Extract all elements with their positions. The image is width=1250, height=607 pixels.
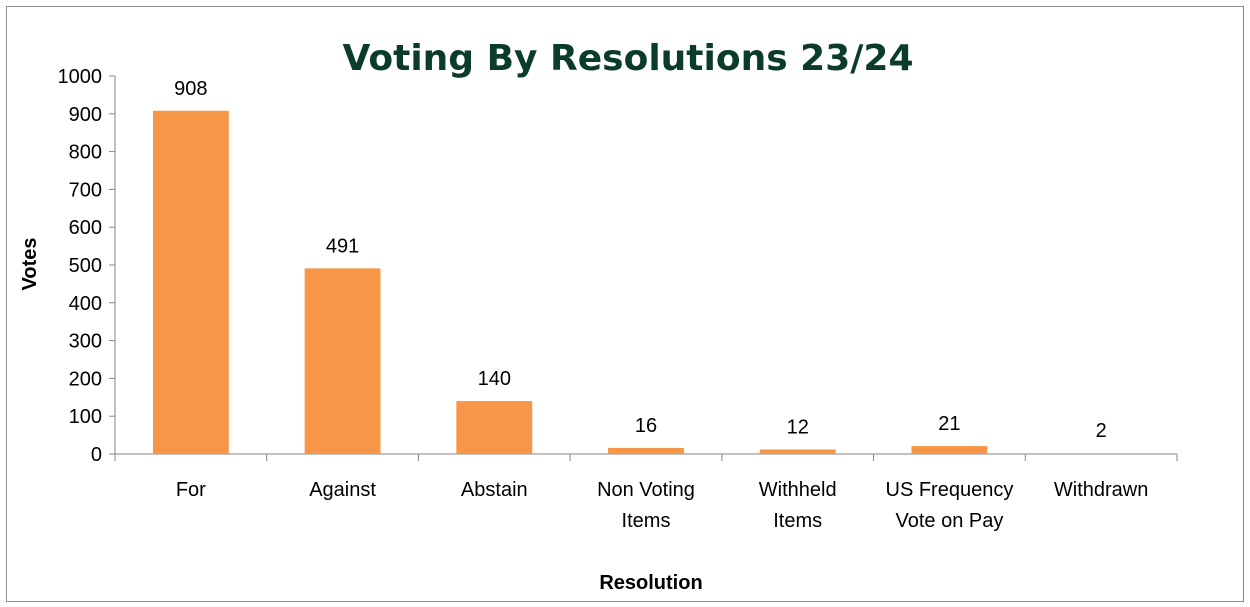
y-tick-label: 0: [91, 444, 102, 466]
category-label-line: Withheld: [759, 479, 837, 501]
category-label: Withdrawn: [1054, 479, 1148, 501]
category-label-line: Vote on Pay: [895, 510, 1003, 532]
x-axis: [114, 453, 1178, 461]
y-tick-label: 1000: [58, 66, 103, 88]
y-axis: 0 100 200 300 400 500 600 700 800 900 1000: [58, 66, 116, 466]
data-label: 2: [1096, 420, 1107, 442]
bar: [608, 447, 684, 454]
bar: [911, 446, 988, 454]
y-tick-label: 700: [69, 179, 102, 201]
data-label: 140: [478, 368, 511, 390]
bar: [152, 110, 229, 454]
data-label: 16: [635, 415, 657, 437]
data-label: 491: [326, 235, 359, 257]
y-tick-label: 100: [69, 406, 102, 428]
category-label-line: Withdrawn: [1054, 479, 1148, 501]
bar: [1063, 453, 1140, 454]
category-label-line: Abstain: [461, 479, 528, 501]
category-label-line: Against: [309, 479, 376, 501]
x-axis-title: Resolution: [599, 572, 702, 594]
bar: [759, 449, 836, 454]
category-labels-group: For Against Abstain Non Voting ItemsWithheld…: [176, 479, 1149, 532]
y-tick-label: 800: [69, 142, 102, 164]
data-label: 12: [787, 416, 809, 438]
y-tick-label: 300: [69, 331, 102, 353]
y-tick-label: 900: [69, 104, 102, 126]
chart-title: Voting By Resolutions 23/24: [342, 38, 913, 79]
y-tick-label: 400: [69, 293, 102, 315]
category-label: US Frequency Vote on Pay: [886, 479, 1014, 532]
category-label: Against: [309, 479, 376, 501]
y-tick-label: 600: [69, 217, 102, 239]
category-label: Abstain: [461, 479, 528, 501]
y-tick-label: 500: [69, 255, 102, 277]
data-label: 21: [938, 413, 960, 435]
bar: [304, 268, 381, 454]
category-label-line: Items: [622, 510, 671, 532]
data-label: 908: [174, 78, 207, 100]
category-label-line: US Frequency: [886, 479, 1014, 501]
category-label-line: Items: [773, 510, 822, 532]
bar: [456, 401, 533, 454]
category-label-line: For: [176, 479, 206, 501]
bars-group: [152, 110, 1140, 454]
data-labels-group: 908 491 140 16 12 21 2: [174, 78, 1107, 442]
y-axis-title: Votes: [19, 238, 41, 291]
category-label: Non Voting Items: [597, 479, 695, 532]
category-label: For: [176, 479, 206, 501]
category-label-line: Non Voting: [597, 479, 695, 501]
category-label: Withheld Items: [759, 479, 837, 532]
y-tick-label: 200: [69, 368, 102, 390]
